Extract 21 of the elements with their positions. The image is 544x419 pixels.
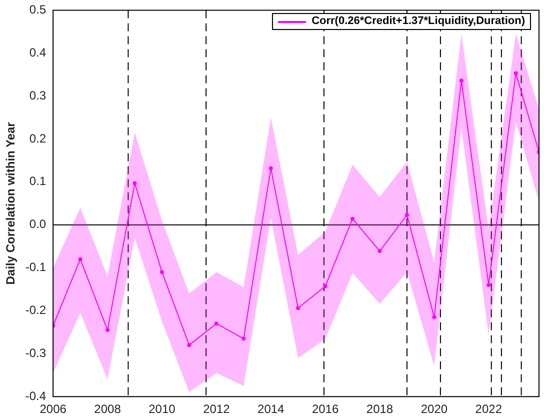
y-tick-label: -0.4 xyxy=(25,388,46,403)
x-tick-label: 2018 xyxy=(366,402,394,416)
x-tick-label: 2014 xyxy=(258,402,285,416)
x-tick-label: 2016 xyxy=(312,402,339,416)
y-tick-label: 0.2 xyxy=(29,131,46,146)
y-tick-label: -0.3 xyxy=(25,346,46,360)
y-tick-label: 0.1 xyxy=(29,174,46,188)
x-tick-label: 2008 xyxy=(94,402,122,416)
y-tick-label: 0.5 xyxy=(29,2,46,17)
x-tick-label: 2022 xyxy=(475,402,502,416)
y-axis-title: Daily Correlation within Year xyxy=(4,122,18,285)
y-tick-label: -0.2 xyxy=(25,303,46,318)
y-tick-label: 0.4 xyxy=(29,45,46,60)
x-tick-label: 2010 xyxy=(148,402,176,416)
x-tick-label: 2012 xyxy=(203,402,230,416)
y-tick-label: -0.1 xyxy=(25,260,46,274)
x-tick-label: 2006 xyxy=(40,402,67,416)
x-tick-label: 2020 xyxy=(420,402,448,416)
legend-label: Corr(0.26*Credit+1.37*Liquidity,Duration) xyxy=(312,15,525,28)
y-tick-label: 0.0 xyxy=(29,217,46,232)
y-tick-label: 0.3 xyxy=(29,88,46,102)
